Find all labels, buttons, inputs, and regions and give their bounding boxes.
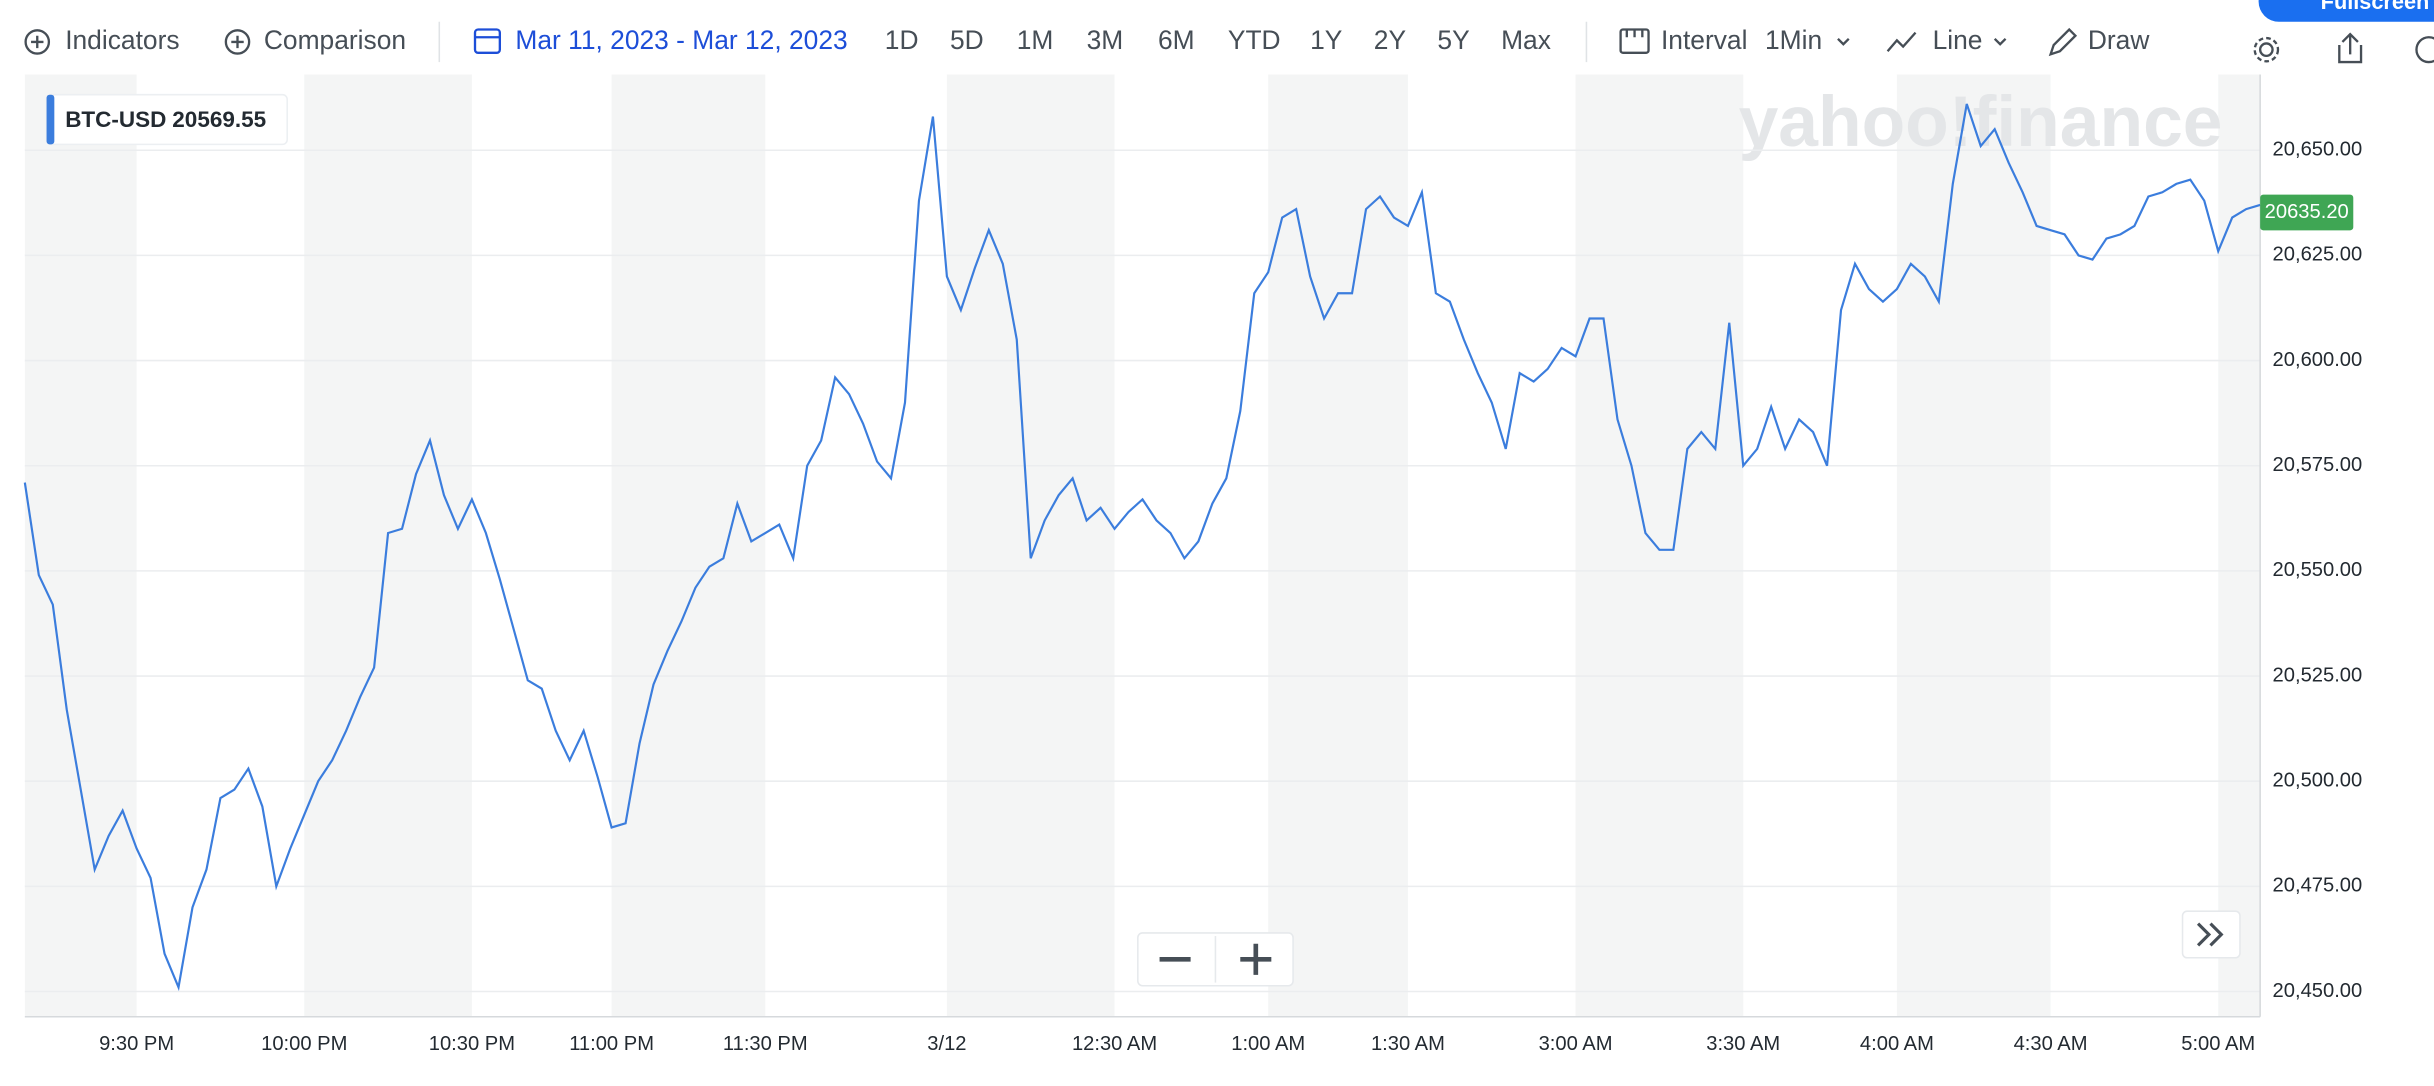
toolbar: Indicators Comparison Mar 11, 2023 - Mar… [24, 0, 2434, 64]
x-tick-label: 10:00 PM [261, 1033, 347, 1055]
y-tick-label: 20,600.00 [2273, 349, 2363, 371]
draw-button[interactable]: Draw [2088, 25, 2150, 55]
range-button[interactable]: 1M [1017, 25, 1054, 55]
interval-icon-ticks [1625, 29, 1644, 38]
x-tick-label: 11:00 PM [569, 1033, 654, 1055]
time-band [1268, 74, 1408, 1017]
fullscreen-label[interactable]: Fullscreen [2321, 0, 2430, 14]
y-tick-label: 20,625.00 [2273, 244, 2363, 266]
x-tick-label: 5:00 AM [2181, 1033, 2255, 1055]
range-button[interactable]: 3M [1087, 25, 1124, 55]
price-line [23, 103, 2261, 992]
y-tick-label: 20,575.00 [2273, 454, 2363, 476]
time-band [611, 74, 766, 1017]
interval-label[interactable]: Interval [1661, 25, 1747, 55]
watermark: yahoo!finance [1739, 82, 2223, 162]
comparison-button[interactable]: Comparison [264, 25, 406, 55]
chevron [1993, 37, 2007, 46]
last-price-label: 20635.20 [2265, 201, 2349, 223]
interval-value[interactable]: 1Min [1765, 25, 1822, 55]
time-band [24, 74, 137, 1017]
chevron [1837, 37, 1850, 46]
range-button[interactable]: 1Y [1310, 25, 1343, 55]
range-button[interactable]: 5Y [1437, 25, 1470, 55]
legend-name: BTC-USD [65, 107, 166, 132]
x-tick-label: 1:30 AM [1371, 1033, 1445, 1055]
zoom-in-button[interactable] [1240, 943, 1272, 975]
calendar-icon [473, 28, 502, 54]
time-band [1575, 74, 1744, 1017]
range-button[interactable]: YTD [1228, 25, 1281, 55]
x-tick-label: 4:00 AM [1860, 1033, 1934, 1055]
x-tick-label: 3:30 AM [1706, 1033, 1780, 1055]
x-tick-label: 10:30 PM [429, 1033, 515, 1055]
comparison-icon [224, 29, 251, 55]
draw-icon [2048, 27, 2078, 57]
y-tick-label: 20,500.00 [2273, 770, 2363, 792]
settings-icon[interactable] [2258, 42, 2274, 58]
legend-value: 20569.55 [172, 107, 266, 132]
time-band [304, 74, 472, 1017]
share-icon[interactable] [2338, 32, 2363, 64]
plot-area: yahoo!finance 20,450.00 20,475.00 20,500.00… [23, 74, 2363, 1055]
range-buttons: 1D 5D 1M 3M 6M YTD 1Y 2Y 5Y Max [885, 25, 1551, 55]
range-button[interactable]: 6M [1158, 25, 1195, 55]
expand-button[interactable] [2181, 910, 2241, 959]
line-icon [1886, 31, 1917, 52]
time-band [1896, 74, 2051, 1017]
y-tick-label: 20,450.00 [2273, 980, 2363, 1002]
range-button[interactable]: 5D [950, 25, 984, 55]
y-tick-label: 20,525.00 [2273, 664, 2363, 686]
expand-icon [2196, 922, 2224, 947]
range-button[interactable]: 2Y [1374, 25, 1407, 55]
x-tick-label: 1:00 AM [1231, 1033, 1305, 1055]
indicators-icon [24, 29, 51, 55]
date-range[interactable]: Mar 11, 2023 - Mar 12, 2023 [515, 25, 847, 55]
y-tick-label: 20,475.00 [2273, 875, 2363, 897]
x-tick-label: 11:30 PM [723, 1033, 808, 1055]
fullscreen-button[interactable] [2258, 0, 2434, 22]
last-price-tag [2260, 194, 2354, 231]
x-tick-label: 3:00 AM [1539, 1033, 1613, 1055]
x-tick-label: 3/12 [927, 1033, 966, 1055]
range-button[interactable]: Max [1501, 25, 1551, 55]
comparison-icon-plus [231, 35, 244, 49]
range-button[interactable]: 1D [885, 25, 919, 55]
chart-style-button[interactable]: Line [1933, 25, 1983, 55]
indicators-button[interactable]: Indicators [65, 25, 179, 55]
x-tick-label: 4:30 AM [2014, 1033, 2088, 1055]
indicators-icon-plus [31, 35, 44, 49]
settings-icon-gear [2253, 36, 2280, 63]
x-tick-label: 9:30 PM [99, 1033, 174, 1055]
y-tick-label: 20,550.00 [2273, 559, 2363, 581]
x-tick-label: 12:30 AM [1072, 1033, 1157, 1055]
legend-swatch [46, 94, 55, 145]
y-tick-label: 20,650.00 [2273, 139, 2363, 161]
time-band [2218, 74, 2261, 1017]
refresh-icon[interactable] [2415, 36, 2434, 64]
